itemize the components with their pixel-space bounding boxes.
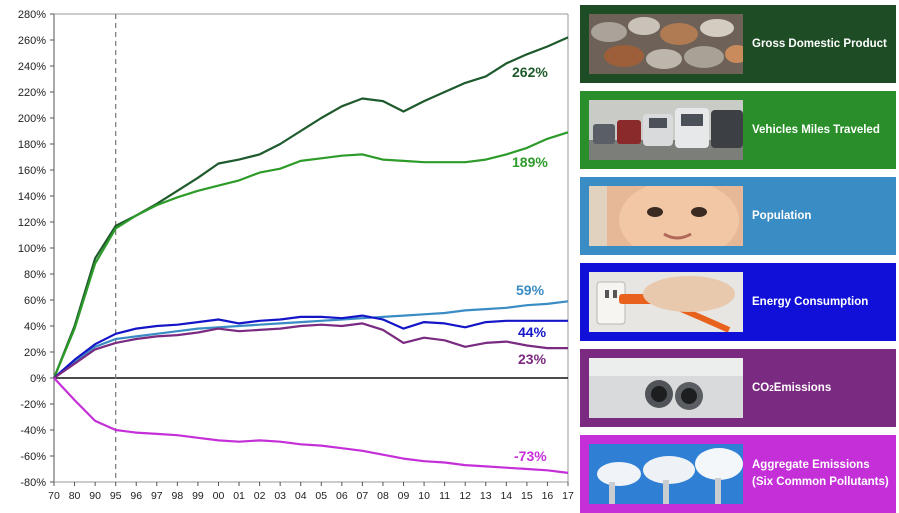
y-tick-label: 160% — [18, 165, 46, 177]
y-tick-label: 220% — [18, 87, 46, 99]
co2-label-main: CO — [752, 381, 770, 394]
x-tick-label: 08 — [377, 490, 389, 502]
legend-label-population: Population — [752, 209, 812, 222]
x-tick-label: 80 — [69, 490, 81, 502]
x-tick-label: 03 — [274, 490, 286, 502]
exhaust-pipe-photo — [589, 358, 743, 418]
series-end-label: 59% — [516, 282, 545, 298]
y-tick-label: 40% — [24, 321, 46, 333]
legend-label-aggregate: Aggregate Emissions (Six Common Pollutan… — [752, 435, 892, 513]
coins-photo — [589, 14, 743, 74]
x-tick-label: 14 — [500, 490, 512, 502]
x-tick-label: 70 — [48, 490, 60, 502]
x-tick-label: 15 — [521, 490, 533, 502]
y-tick-label: -40% — [20, 425, 46, 437]
x-tick-label: 07 — [357, 490, 369, 502]
y-tick-label: 60% — [24, 295, 46, 307]
traffic-photo — [589, 100, 743, 160]
baby-photo — [589, 186, 743, 246]
x-tick-label: 12 — [459, 490, 471, 502]
series-line — [53, 300, 569, 379]
y-tick-label: 180% — [18, 139, 46, 151]
series-end-label: 189% — [512, 154, 548, 170]
legend-label-co2: CO 2 Emissions — [752, 349, 892, 427]
y-tick-label: 140% — [18, 191, 46, 203]
y-tick-label: 100% — [18, 243, 46, 255]
x-tick-label: 90 — [89, 490, 101, 502]
y-tick-label: -60% — [20, 451, 46, 463]
aggregate-label-line2: (Six Common Pollutants) — [752, 476, 889, 488]
legend-item-gdp: Gross Domestic Product — [580, 5, 896, 83]
y-tick-label: -80% — [20, 477, 46, 489]
y-tick-label: 0% — [30, 373, 46, 385]
x-tick-label: 17 — [562, 490, 574, 502]
smokestack-photo — [589, 444, 743, 504]
legend-item-vmt: Vehicles Miles Traveled — [580, 91, 896, 169]
x-tick-label: 96 — [130, 490, 142, 502]
legend: Gross Domestic Product Vehicles Miles Tr… — [580, 5, 899, 513]
legend-item-co2: CO 2 Emissions — [580, 349, 896, 427]
x-tick-label: 04 — [295, 490, 307, 502]
x-tick-label: 10 — [418, 490, 430, 502]
y-tick-label: 260% — [18, 35, 46, 47]
legend-label-vmt: Vehicles Miles Traveled — [752, 123, 880, 136]
y-tick-label: 80% — [24, 269, 46, 281]
y-tick-label: 20% — [24, 347, 46, 359]
x-tick-label: 00 — [213, 490, 225, 502]
x-tick-label: 98 — [172, 490, 184, 502]
y-tick-label: 280% — [18, 9, 46, 21]
x-tick-label: 01 — [233, 490, 245, 502]
x-tick-label: 05 — [315, 490, 327, 502]
aggregate-label-line1: Aggregate Emissions — [752, 459, 870, 471]
legend-item-population: Population — [580, 177, 896, 255]
x-tick-label: 95 — [110, 490, 122, 502]
series-end-label: 23% — [518, 351, 547, 367]
series-line — [53, 377, 569, 474]
y-tick-label: 120% — [18, 217, 46, 229]
x-tick-label: 02 — [254, 490, 266, 502]
series-line — [53, 322, 568, 379]
y-tick-label: 200% — [18, 113, 46, 125]
series-line — [52, 131, 569, 379]
y-tick-label: 240% — [18, 61, 46, 73]
legend-item-energy: Energy Consumption — [580, 263, 896, 341]
x-tick-label: 06 — [336, 490, 348, 502]
series-line — [52, 36, 569, 379]
x-tick-label: 11 — [439, 490, 450, 502]
series-line — [53, 314, 568, 379]
series-end-label: 262% — [512, 64, 548, 80]
series-end-label: 44% — [518, 324, 547, 340]
legend-label-gdp: Gross Domestic Product — [752, 37, 887, 50]
x-tick-label: 97 — [151, 490, 163, 502]
co2-label-rest: Emissions — [773, 381, 832, 394]
x-tick-label: 16 — [542, 490, 554, 502]
y-tick-label: -20% — [20, 399, 46, 411]
power-plug-photo — [589, 272, 743, 332]
x-tick-label: 09 — [398, 490, 410, 502]
legend-label-energy: Energy Consumption — [752, 295, 869, 308]
series-end-label: -73% — [514, 448, 547, 464]
co2-label-subscript: 2 — [769, 383, 774, 393]
line-chart: -80% -60% -40% -20% 0% 20% 40% 60% 80% 100% 120% 14… — [18, 9, 574, 502]
x-tick-label: 13 — [480, 490, 492, 502]
legend-item-aggregate: Aggregate Emissions (Six Common Pollutan… — [580, 435, 896, 513]
x-tick-label: 99 — [192, 490, 204, 502]
